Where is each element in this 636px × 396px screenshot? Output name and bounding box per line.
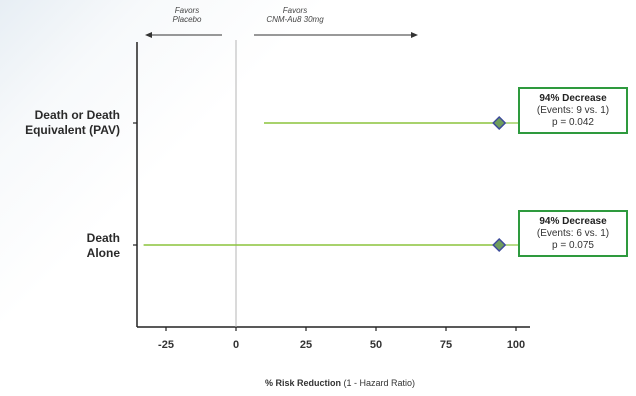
- x-axis-label-main: % Risk Reduction: [264, 378, 341, 388]
- x-axis-label-sub: (1 - Hazard Ratio): [340, 378, 416, 388]
- x-tick-label: 50: [370, 339, 382, 351]
- favors-treatment-line2: CNM-Au8 30mg: [266, 15, 324, 24]
- row-label-line: Alone: [86, 246, 120, 260]
- favors-treatment-arrowhead: [411, 32, 418, 38]
- row-label-death-alone: Death Alone: [87, 231, 120, 261]
- result-events: (Events: 9 vs. 1): [536, 105, 610, 116]
- row-label-line: Equivalent (PAV): [25, 123, 120, 137]
- result-box-row-2: 94% Decrease (Events: 6 vs. 1) p = 0.075: [518, 210, 628, 257]
- favors-placebo-arrowhead: [145, 32, 152, 38]
- result-box-row-1: 94% Decrease (Events: 9 vs. 1) p = 0.042: [518, 87, 628, 134]
- x-axis-label: % Risk Reduction (1 - Hazard Ratio): [150, 378, 530, 388]
- result-events: (Events: 6 vs. 1): [536, 228, 610, 239]
- row-label-line: Death: [86, 231, 120, 245]
- favors-treatment-annotation: Favors CNM-Au8 30mg: [245, 6, 345, 24]
- row-label-line: Death or Death: [34, 108, 120, 122]
- x-tick-label: -25: [158, 339, 174, 351]
- favors-treatment-line1: Favors: [282, 6, 308, 15]
- point-estimate-marker: [492, 237, 507, 253]
- result-headline: 94% Decrease: [539, 93, 607, 104]
- x-tick-label: 100: [507, 339, 525, 351]
- x-tick-label: 75: [440, 339, 452, 351]
- result-p-value: p = 0.042: [552, 117, 594, 128]
- result-p-value: p = 0.075: [552, 240, 594, 251]
- row-label-death-or-death-equivalent: Death or Death Equivalent (PAV): [25, 108, 120, 138]
- point-estimate-marker: [492, 115, 507, 131]
- favors-placebo-line2: Placebo: [172, 15, 202, 24]
- result-headline: 94% Decrease: [539, 216, 607, 227]
- favors-placebo-line1: Favors: [174, 6, 200, 15]
- x-tick-label: 25: [300, 339, 312, 351]
- favors-placebo-annotation: Favors Placebo: [137, 6, 237, 24]
- x-tick-label: 0: [233, 339, 239, 351]
